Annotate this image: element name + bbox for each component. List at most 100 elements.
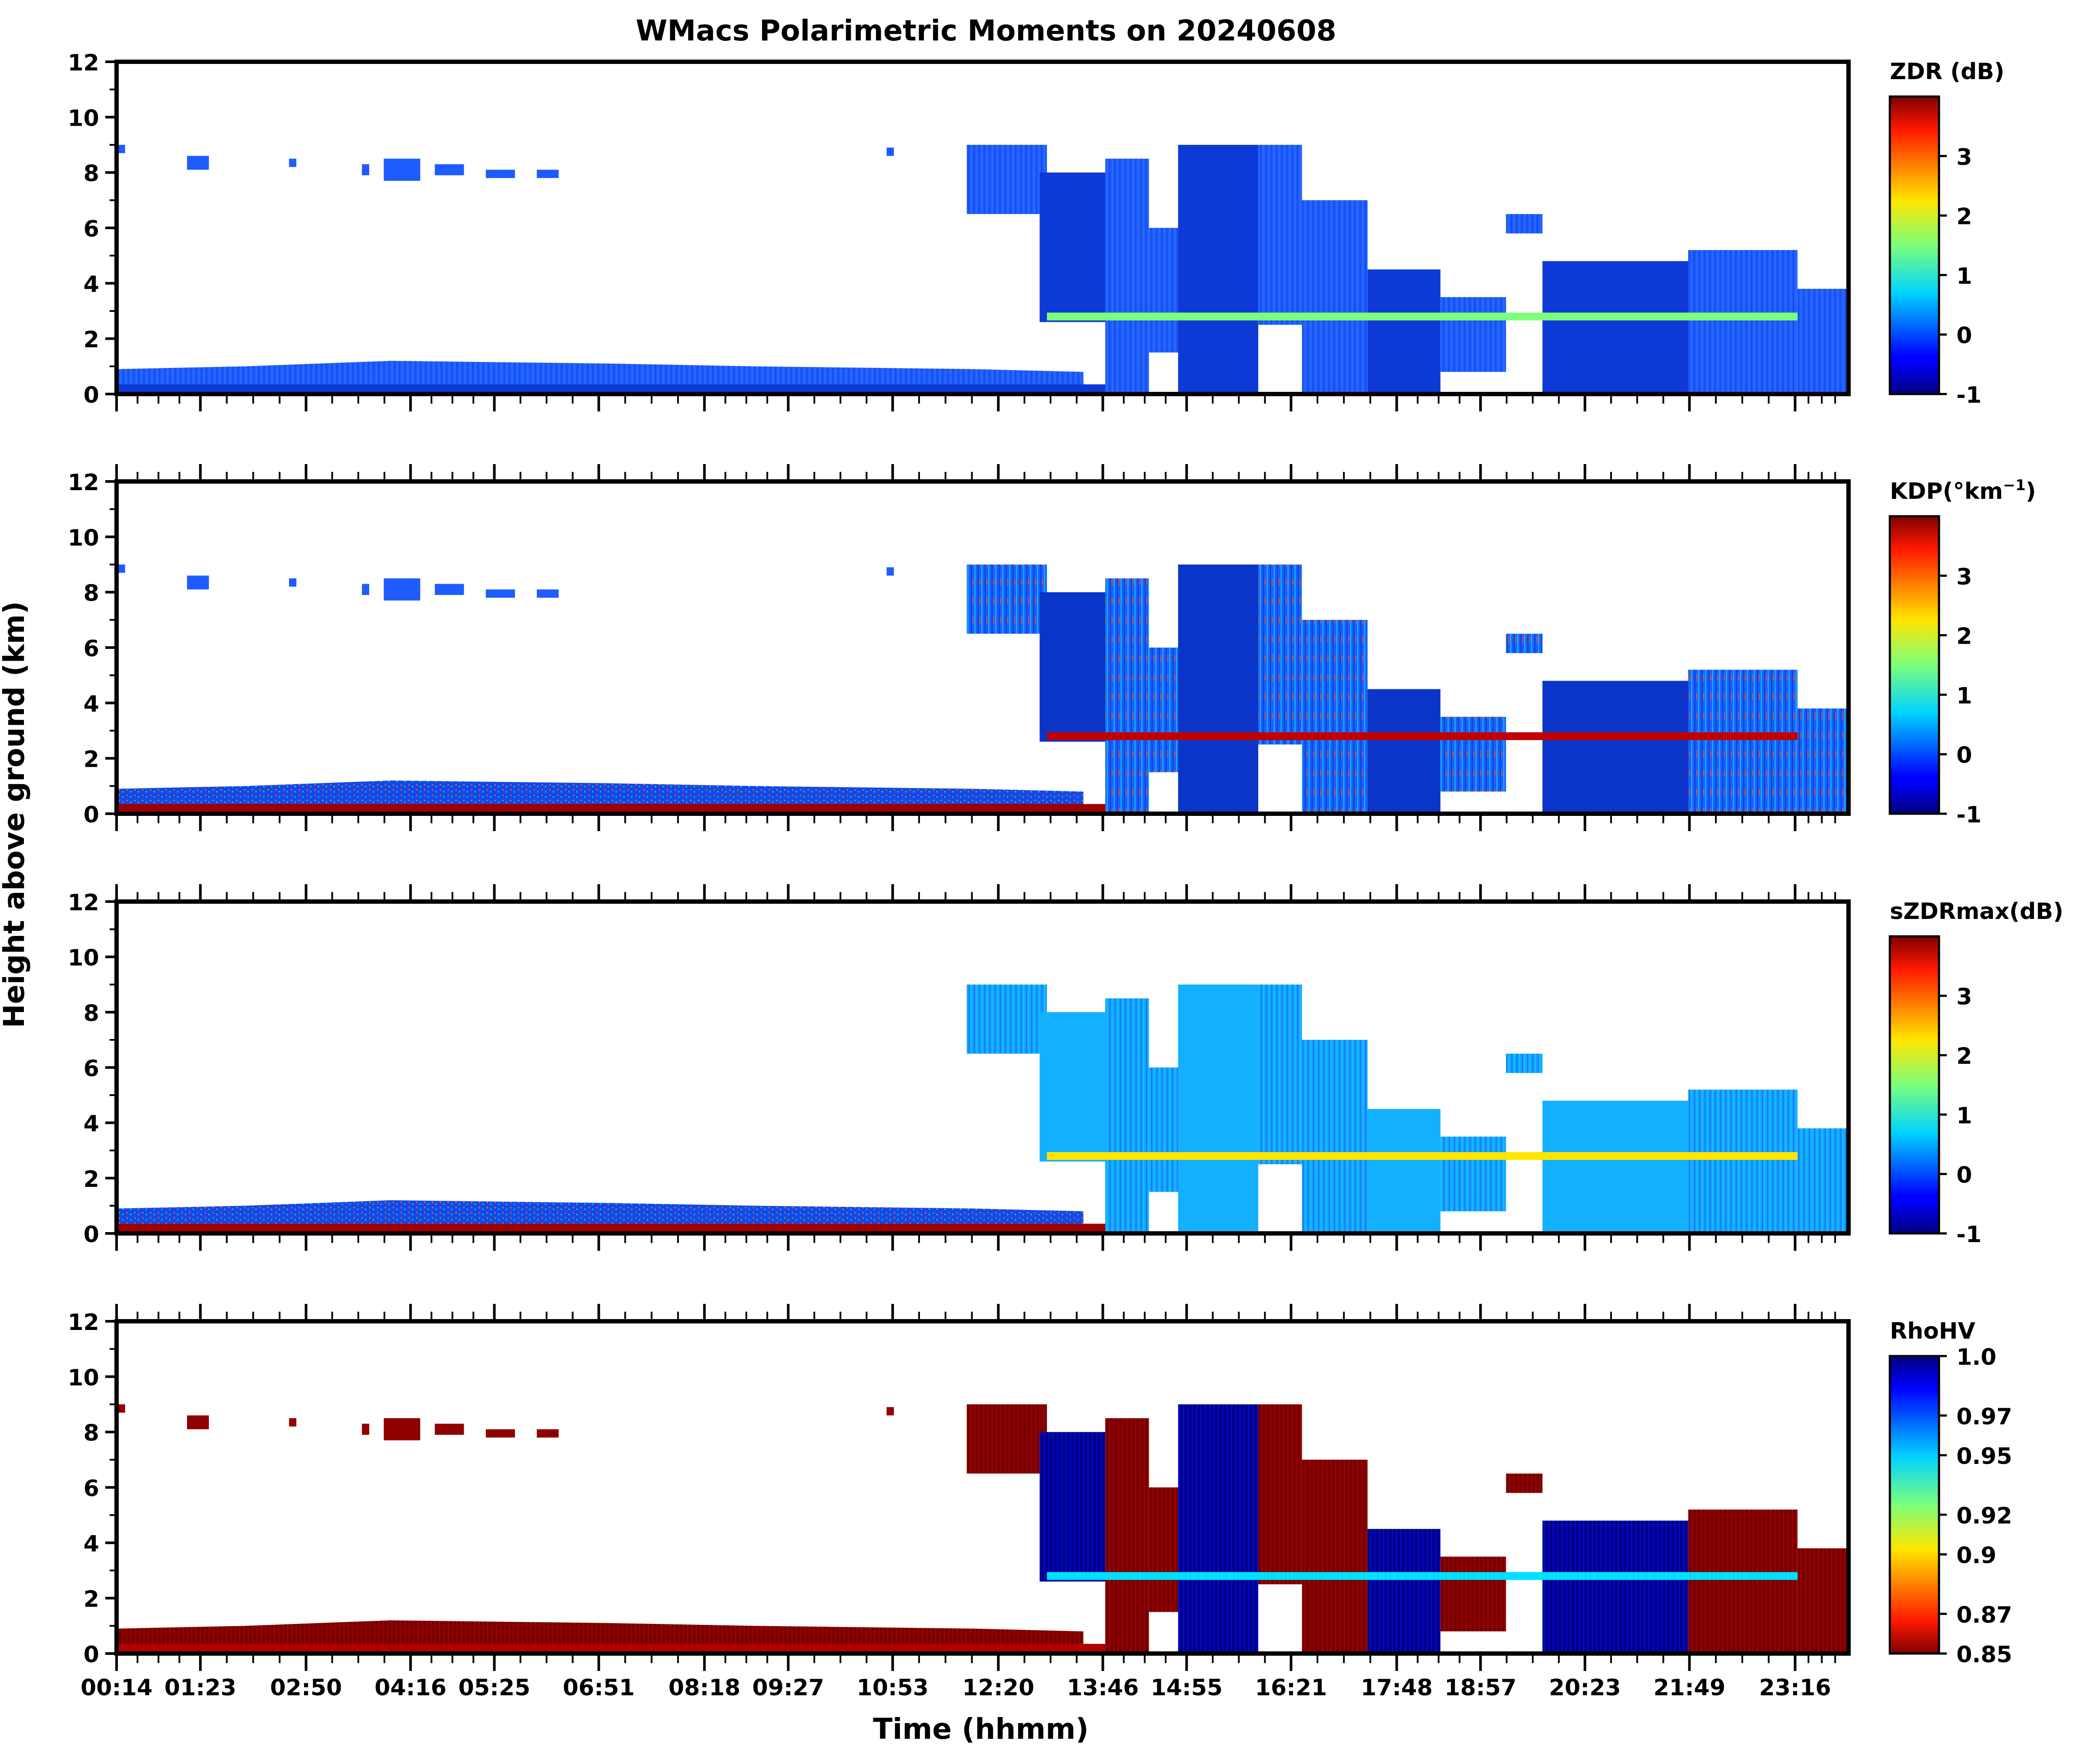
cirrus-echo [362, 164, 369, 176]
storm-echo [1258, 145, 1302, 325]
y-tick-label: 12 [68, 1310, 99, 1336]
colorbar-tick-label: 0.85 [1956, 1642, 2012, 1668]
x-tick-label: 18:57 [1444, 1675, 1517, 1701]
colorbar-tick-label: -1 [1956, 1222, 1982, 1248]
colorbar-tick-label: 0.95 [1956, 1443, 2012, 1470]
cirrus-echo [117, 1404, 125, 1413]
storm-echo [1797, 289, 1849, 394]
storm-echo [1302, 1039, 1368, 1233]
storm-echo [1258, 984, 1302, 1165]
storm-echo [1367, 689, 1441, 814]
cirrus-echo [485, 170, 515, 178]
colorbar [1889, 95, 1940, 395]
colorbar-tick-label: 0.9 [1956, 1543, 1996, 1569]
y-axis-label: Height above ground (km) [0, 601, 31, 1028]
y-tick-label: 10 [68, 525, 99, 551]
y-tick-label: 0 [84, 382, 99, 408]
y-tick-label: 4 [84, 691, 99, 717]
y-tick-label: 6 [84, 216, 99, 242]
y-tick-label: 8 [84, 1000, 99, 1026]
storm-echo [1367, 1109, 1441, 1233]
colorbar-label-superscript: −1 [2003, 477, 2026, 494]
y-tick-label: 12 [68, 50, 99, 76]
x-axis-label: Time (hhmm) [873, 1712, 1089, 1746]
colorbar-tick-label: 0 [1956, 1162, 1972, 1188]
storm-echo [1302, 620, 1368, 814]
cirrus-echo [485, 589, 515, 598]
colorbar-tick-label: 3 [1956, 564, 1972, 590]
cirrus-echo [187, 575, 209, 590]
storm-echo [1178, 565, 1258, 814]
storm-echo [1367, 1529, 1441, 1654]
y-tick-label: 12 [68, 890, 99, 916]
y-tick-label: 4 [84, 1111, 99, 1137]
colorbar-label: ZDR (dB) [1890, 59, 2004, 85]
y-tick-label: 2 [84, 327, 99, 353]
cirrus-echo [485, 1429, 515, 1438]
melting-layer [1047, 1152, 1798, 1160]
storm-echo [966, 1404, 1047, 1474]
figure-title: WMacs Polarimetric Moments on 20240608 [636, 14, 1337, 47]
storm-echo [1258, 565, 1302, 745]
cirrus-echo [384, 578, 421, 601]
storm-echo [1688, 250, 1798, 394]
storm-echo [1178, 984, 1258, 1233]
y-tick-label: 0 [84, 1222, 99, 1248]
storm-echo [1542, 1520, 1688, 1654]
colorbar-tick-label: -1 [1956, 382, 1982, 408]
cirrus-echo [289, 1418, 297, 1427]
heatmap-echoes [117, 565, 1849, 814]
colorbar [1889, 935, 1940, 1235]
storm-echo [1797, 708, 1849, 814]
y-tick-label: 8 [84, 581, 99, 607]
x-tick-label: 12:20 [963, 1675, 1035, 1701]
x-tick-label: 14:55 [1150, 1675, 1223, 1701]
x-tick-label: 20:23 [1549, 1675, 1621, 1701]
heatmap-echoes [117, 984, 1849, 1233]
cirrus-echo [435, 1423, 464, 1435]
y-tick-label: 10 [68, 105, 99, 131]
storm-echo [1797, 1548, 1849, 1654]
colorbar-tick-label: 1 [1956, 683, 1972, 709]
colorbar [1889, 1355, 1940, 1655]
heatmap-echoes [117, 1404, 1849, 1654]
storm-echo [1040, 1432, 1106, 1582]
y-tick-label: 10 [68, 945, 99, 971]
colorbar-tick-label: 0.87 [1956, 1602, 2012, 1628]
storm-echo [1440, 717, 1506, 792]
x-tick-label: 13:46 [1067, 1675, 1139, 1701]
colorbar-tick-label: 2 [1956, 624, 1972, 650]
cirrus-echo [435, 584, 464, 595]
y-tick-label: 4 [84, 1531, 99, 1557]
cirrus-echo [886, 1407, 894, 1416]
y-tick-label: 2 [84, 1166, 99, 1193]
storm-echo [1258, 1404, 1302, 1584]
melting-layer [1047, 312, 1798, 321]
y-tick-label: 2 [84, 747, 99, 773]
cirrus-echo [289, 578, 297, 587]
x-tick-label: 16:21 [1255, 1675, 1327, 1701]
colorbar-tick-label: 0.97 [1956, 1404, 2012, 1430]
x-tick-label: 05:25 [458, 1675, 531, 1701]
heatmap-echoes [117, 145, 1849, 394]
storm-echo [1688, 669, 1798, 814]
surface-layer-echo [117, 804, 1106, 814]
x-tick-label: 04:16 [374, 1675, 447, 1701]
storm-echo [1105, 578, 1149, 814]
cirrus-echo [435, 164, 464, 176]
storm-echo [1440, 1557, 1506, 1632]
cirrus-echo [289, 158, 297, 167]
melting-layer [1047, 1572, 1798, 1580]
colorbar-tick-label: 1 [1956, 263, 1972, 289]
surface-layer-echo [117, 1223, 1106, 1233]
melting-layer [1047, 732, 1798, 740]
x-tick-label: 01:23 [164, 1675, 237, 1701]
storm-echo [1040, 592, 1106, 742]
cirrus-echo [537, 170, 559, 178]
cirrus-echo [362, 584, 369, 595]
storm-echo [1542, 681, 1688, 814]
storm-echo [1302, 1460, 1368, 1654]
storm-echo [1149, 1487, 1178, 1612]
colorbar-tick-label: 0 [1956, 323, 1972, 349]
